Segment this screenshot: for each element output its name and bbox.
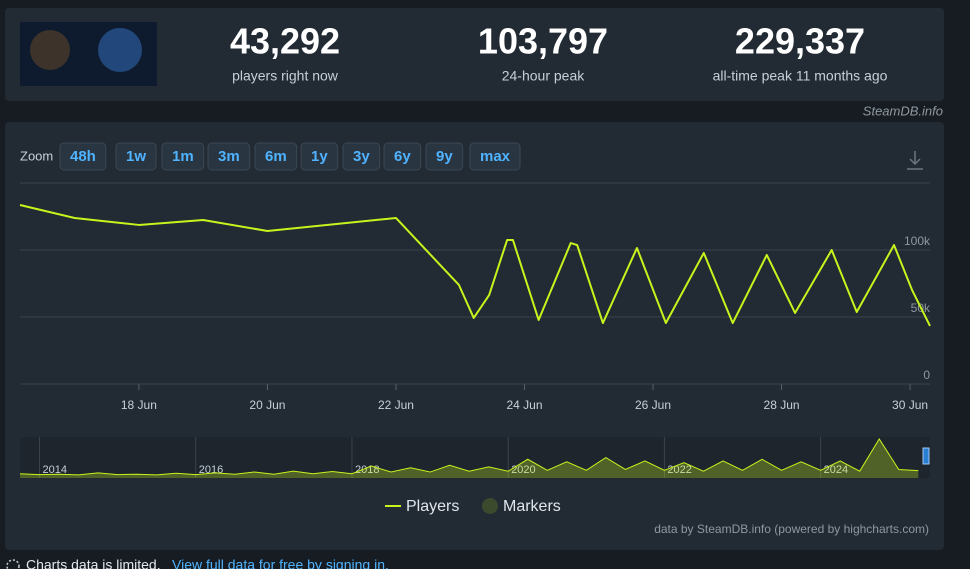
x-tick-label: 18 Jun	[121, 398, 157, 412]
zoom-button[interactable]: max	[469, 142, 521, 171]
zoom-button[interactable]: 3y	[342, 142, 381, 171]
zoom-button[interactable]: 1w	[115, 142, 157, 171]
zoom-button-bg[interactable]	[342, 142, 381, 171]
legend-label[interactable]: Markers	[503, 498, 561, 515]
navigator: 2014 2016 2018 2020 2022 2024	[19, 437, 930, 478]
navigator-bg	[20, 437, 930, 478]
zoom-button-label[interactable]: 1w	[126, 148, 146, 165]
zoom-button[interactable]: 1m	[161, 142, 205, 171]
series-line	[19, 204, 931, 327]
source-link[interactable]: SteamDB.info	[863, 103, 943, 118]
x-tick-label: 26 Jun	[635, 398, 671, 412]
zoom-button-label[interactable]: max	[480, 148, 511, 165]
zoom-button-bg[interactable]	[300, 142, 339, 171]
x-tick-label: 22 Jun	[378, 398, 414, 412]
zoom-button-label[interactable]: 3m	[218, 148, 240, 165]
zoom-button-bg[interactable]	[469, 142, 521, 171]
zoom-button-bg[interactable]	[425, 142, 464, 171]
x-tick-label: 20 Jun	[249, 398, 285, 412]
zoom-button[interactable]: 6m	[254, 142, 298, 171]
zoom-button-label[interactable]: 1y	[311, 148, 328, 165]
zoom-button-label[interactable]: 1m	[172, 148, 194, 165]
stat-value: 229,337	[735, 21, 865, 62]
navigator-tick-label: 2024	[824, 464, 848, 476]
zoom-button-bg[interactable]	[115, 142, 157, 171]
stat-label: all-time peak 11 months ago	[713, 68, 888, 84]
y-tick-label: 100k	[904, 234, 931, 248]
zoom-button-label[interactable]: 6y	[394, 148, 411, 165]
zoom-button-label[interactable]: 3y	[353, 148, 370, 165]
zoom-buttons: 48h 1w 1m 3m 6m 1y 3y 6y 9y max	[59, 142, 521, 171]
zoom-button[interactable]: 9y	[425, 142, 464, 171]
zoom-button[interactable]: 6y	[383, 142, 422, 171]
navigator-tick-label: 2020	[511, 464, 535, 476]
legend-swatch	[482, 498, 498, 514]
zoom-label: Zoom	[20, 148, 53, 163]
legend: Players Markers	[385, 498, 561, 515]
zoom-button-bg[interactable]	[207, 142, 251, 171]
game-logo	[20, 22, 157, 86]
zoom-button-label[interactable]: 9y	[436, 148, 453, 165]
x-tick-label: 28 Jun	[764, 398, 800, 412]
notice-icon	[6, 559, 20, 569]
zoom-button-bg[interactable]	[161, 142, 205, 171]
navigator-handle[interactable]	[922, 447, 930, 465]
y-tick-label: 0	[923, 368, 930, 382]
stat-value: 103,797	[478, 21, 608, 62]
navigator-tick-label: 2014	[43, 464, 67, 476]
zoom-button-bg[interactable]	[59, 142, 107, 171]
stat-label: players right now	[232, 68, 339, 84]
zoom-button[interactable]: 3m	[207, 142, 251, 171]
navigator-line	[19, 438, 919, 476]
notice: Charts data is limited.	[26, 557, 161, 569]
legend-label[interactable]: Players	[406, 498, 459, 515]
x-tick-label: 24 Jun	[506, 398, 542, 412]
x-tick-label: 30 Jun	[892, 398, 928, 412]
sign-in-link[interactable]: View full data for free by signing in.	[172, 557, 389, 569]
credit: data by SteamDB.info (powered by highcha…	[654, 522, 929, 536]
zoom-button-label[interactable]: 48h	[70, 148, 96, 165]
zoom-button-bg[interactable]	[383, 142, 422, 171]
stats-panel	[5, 8, 944, 101]
zoom-button-bg[interactable]	[254, 142, 298, 171]
zoom-button-label[interactable]: 6m	[265, 148, 287, 165]
chart-panel	[5, 122, 944, 550]
stat-value: 43,292	[230, 21, 340, 62]
zoom-button[interactable]: 1y	[300, 142, 339, 171]
download-icon[interactable]	[907, 151, 923, 170]
stat-label: 24-hour peak	[502, 68, 586, 84]
navigator-area	[20, 439, 919, 478]
zoom-button[interactable]: 48h	[59, 142, 107, 171]
